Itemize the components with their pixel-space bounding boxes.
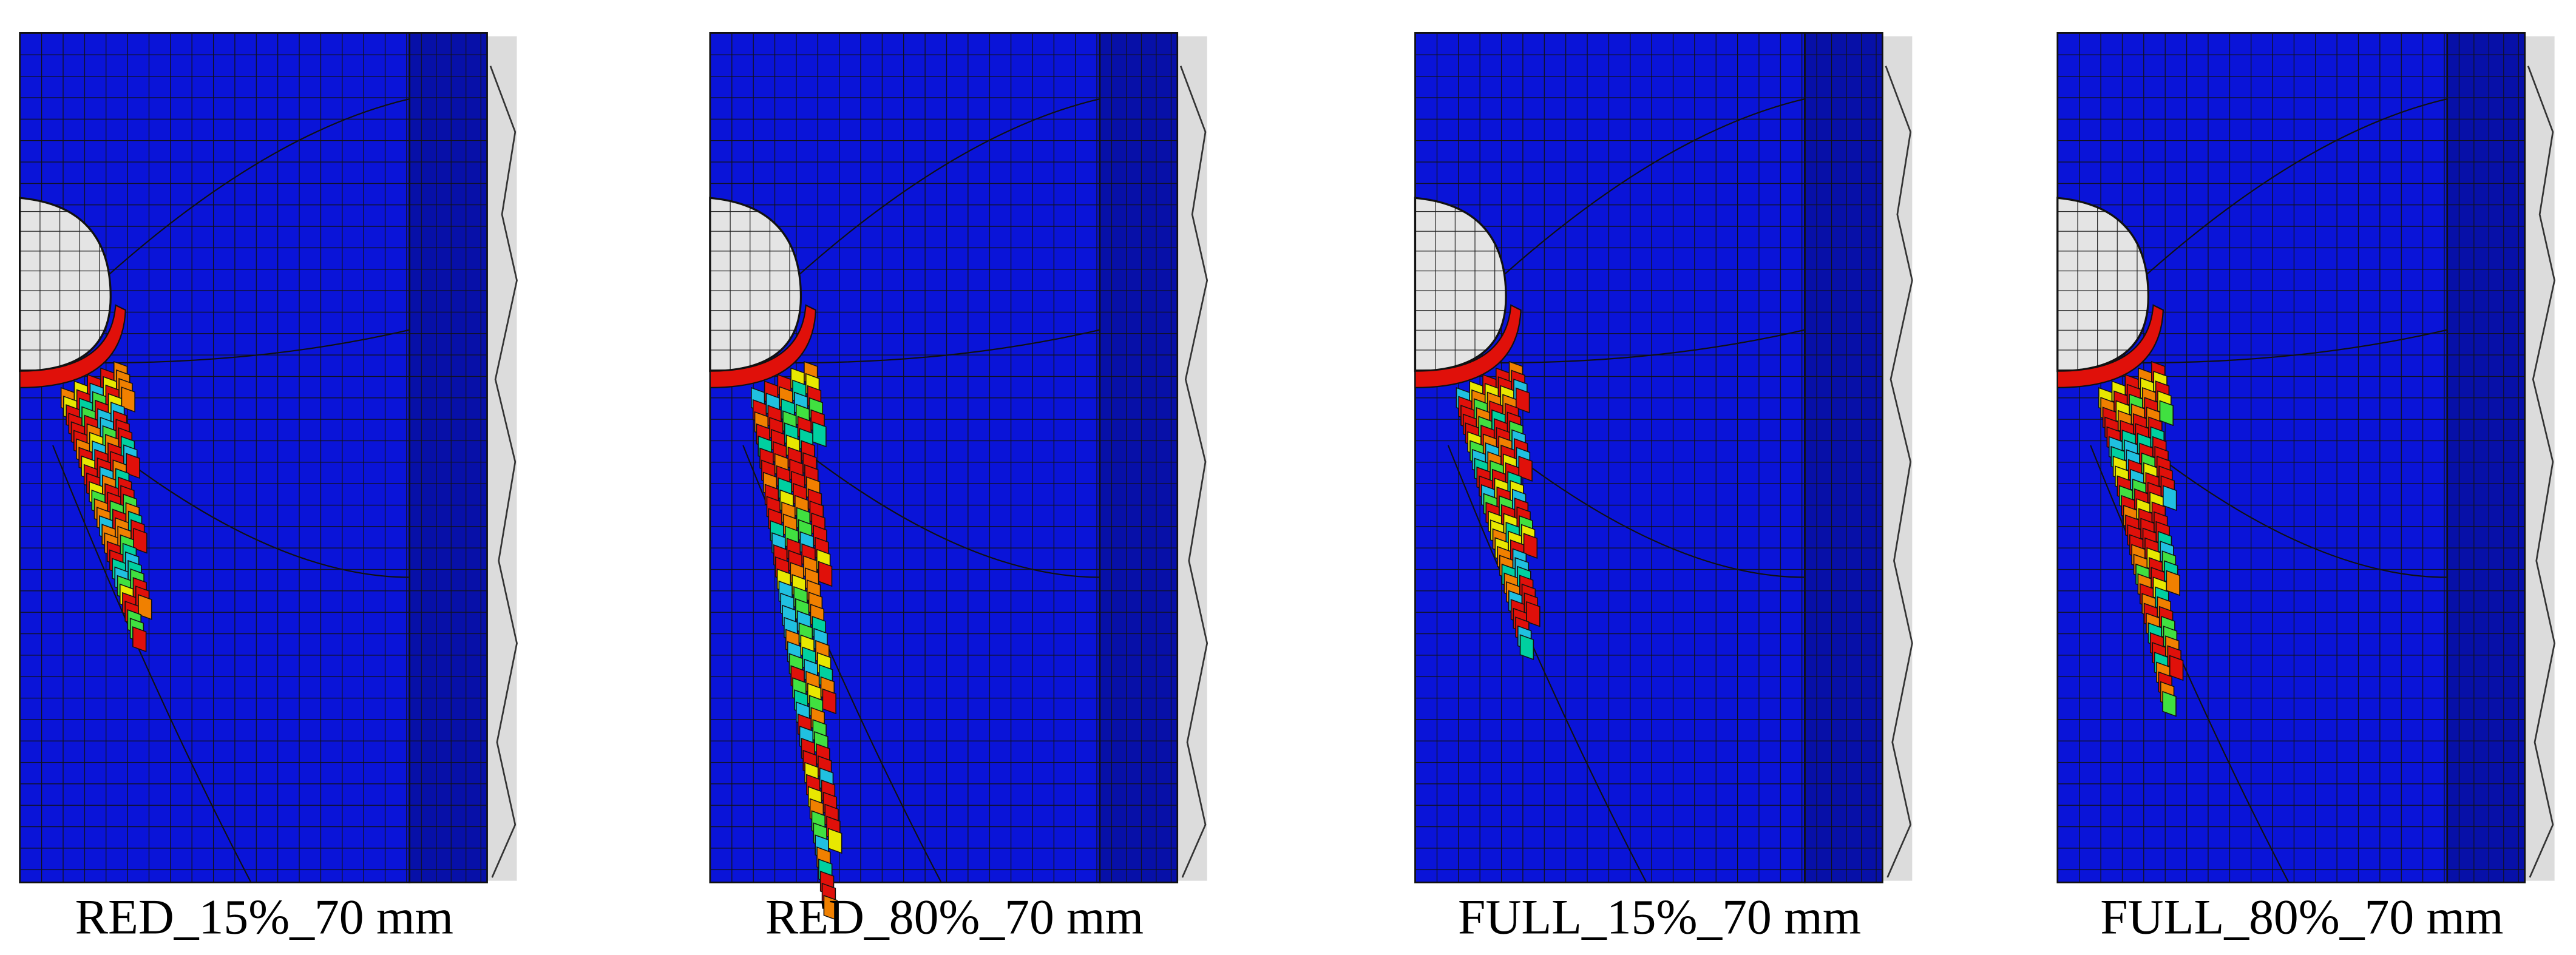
crack-element <box>822 688 836 715</box>
crack-element <box>812 421 827 448</box>
simulation-panel <box>2056 32 2556 883</box>
specimen-side <box>2446 32 2526 883</box>
crack-element <box>2169 655 2184 681</box>
crack-element <box>2163 485 2177 511</box>
panel-caption: FULL_80%_70 mm <box>2100 889 2503 945</box>
support-mesh <box>1885 66 1913 878</box>
crack-element <box>1523 533 1538 559</box>
hole-rim <box>19 304 126 388</box>
crack-element <box>132 626 147 652</box>
specimen-side <box>1804 32 1883 883</box>
mesh-curve <box>52 98 410 883</box>
mesh-curve <box>742 98 1100 883</box>
simulation-panel <box>19 32 518 883</box>
hole-rim <box>1414 304 1522 388</box>
hole <box>1414 197 1507 373</box>
crack-element <box>133 527 147 554</box>
hole-rim <box>709 304 817 388</box>
panel-caption: FULL_15%_70 mm <box>1458 889 1861 945</box>
hole <box>2056 197 2150 373</box>
crack-element <box>1518 456 1533 482</box>
panel-caption: RED_15%_70 mm <box>75 889 453 945</box>
support-mesh <box>1179 66 1208 878</box>
crack-element <box>1526 601 1541 627</box>
hole <box>709 197 802 373</box>
gray-support <box>487 36 517 881</box>
crack-element <box>138 594 152 620</box>
gray-support <box>1177 36 1207 881</box>
crack-element <box>818 561 833 587</box>
panel-caption: RED_80%_70 mm <box>765 889 1144 945</box>
crack-element <box>2162 690 2177 717</box>
crack-element <box>121 386 135 413</box>
crack-element <box>823 894 838 921</box>
specimen-side <box>408 32 488 883</box>
gray-support <box>2524 36 2555 881</box>
support-mesh <box>2527 66 2556 878</box>
specimen-side <box>1099 32 1179 883</box>
crack-element <box>1519 634 1534 661</box>
crack-element <box>126 453 140 479</box>
crack-element <box>1515 387 1530 414</box>
gray-support <box>1882 36 1913 881</box>
hole <box>19 197 112 373</box>
simulation-panel <box>1414 32 1913 883</box>
crack-element <box>828 828 842 854</box>
crack-element <box>2159 400 2174 427</box>
hole-rim <box>2056 304 2164 388</box>
mesh-curve <box>2090 98 2448 883</box>
crack-element <box>2166 570 2180 596</box>
mesh-curve <box>1447 98 1805 883</box>
simulation-panel <box>709 32 1208 921</box>
support-mesh <box>489 66 518 878</box>
